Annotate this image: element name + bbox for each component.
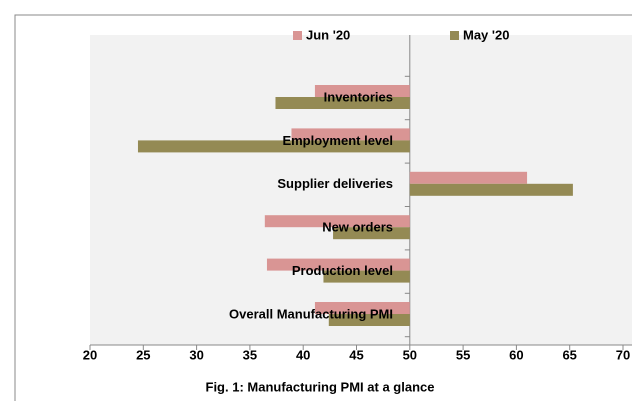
x-tick-label: 40 bbox=[296, 347, 310, 362]
bar bbox=[291, 128, 410, 141]
bar bbox=[333, 227, 410, 240]
x-tick-label: 45 bbox=[349, 347, 363, 362]
x-tick-label: 35 bbox=[243, 347, 257, 362]
x-tick-label: 25 bbox=[136, 347, 150, 362]
bar bbox=[137, 140, 410, 153]
legend-swatch bbox=[450, 31, 459, 40]
bar bbox=[266, 258, 410, 271]
chart-title: Fig. 1: Manufacturing PMI at a glance bbox=[206, 379, 435, 394]
x-tick-label: 60 bbox=[509, 347, 523, 362]
category-label: Production level bbox=[292, 263, 393, 278]
legend-swatch bbox=[293, 31, 302, 40]
bar bbox=[409, 171, 528, 184]
x-tick-label: 55 bbox=[456, 347, 470, 362]
legend-label: Jun '20 bbox=[306, 27, 350, 42]
bar bbox=[275, 97, 410, 109]
bar bbox=[409, 183, 573, 196]
x-tick-label: 50 bbox=[403, 347, 417, 362]
category-label: Employment level bbox=[282, 133, 393, 148]
x-tick-label: 70 bbox=[616, 347, 630, 362]
bar bbox=[314, 302, 410, 314]
category-label: Supplier deliveries bbox=[277, 176, 393, 191]
category-label: Overall Manufacturing PMI bbox=[229, 306, 393, 321]
x-tick-label: 20 bbox=[83, 347, 97, 362]
bar bbox=[328, 314, 410, 326]
x-tick-label: 65 bbox=[562, 347, 576, 362]
bar bbox=[323, 270, 410, 283]
x-tick-label: 30 bbox=[189, 347, 203, 362]
category-label: New orders bbox=[322, 220, 393, 235]
bar bbox=[264, 215, 410, 228]
legend-label: May '20 bbox=[463, 27, 509, 42]
bar bbox=[314, 85, 410, 97]
category-label: Inventories bbox=[324, 89, 393, 104]
